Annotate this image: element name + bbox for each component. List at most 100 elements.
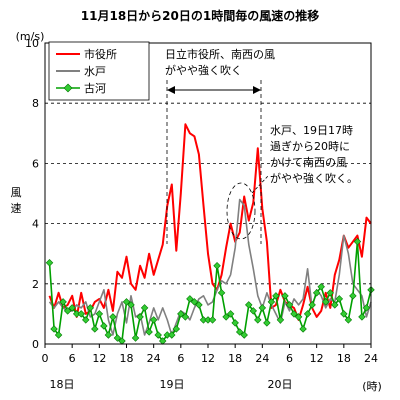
legend-marker-koga (63, 83, 73, 93)
series-2-point-61 (321, 298, 330, 306)
series-2-point-63 (331, 301, 339, 309)
series-2-point-11 (95, 310, 104, 318)
y-tick-label-0: 0 (32, 338, 39, 351)
series-2-point-43 (240, 331, 248, 339)
x-tick-label-54: 6 (286, 352, 293, 365)
series-2-point-21 (140, 304, 149, 312)
series-2-point-52 (281, 292, 289, 300)
series-2-point-69 (358, 313, 366, 321)
series-2-point-14 (109, 313, 117, 321)
series-2-point-2 (54, 331, 63, 339)
series-2-point-37 (213, 262, 221, 270)
legend: 市役所 水戸 古河 (48, 41, 150, 101)
series-2-point-22 (145, 328, 153, 336)
series-2-point-3 (59, 298, 67, 306)
callout-ellipse (226, 182, 256, 240)
callout-text-2: 過ぎから20時に (270, 139, 350, 153)
series-2-point-67 (349, 292, 357, 300)
series-2-point-36 (208, 316, 217, 324)
series-2-point-13 (104, 331, 113, 339)
series-2-point-23 (149, 316, 158, 324)
series-line-0 (48, 123, 372, 321)
y-tick-label-2: 2 (32, 278, 39, 291)
callout-text-1: 水戸、19日17時 (270, 124, 353, 137)
y-tick-label-8: 8 (32, 97, 39, 110)
legend-label-koga: 古河 (84, 82, 106, 95)
x-tick-label-72: 24 (364, 352, 378, 365)
arrow-head-right (253, 86, 261, 94)
legend-label-shiyakusho: 市役所 (84, 47, 117, 61)
series-2-point-54 (290, 310, 298, 318)
x-tick-label-18: 18 (120, 352, 134, 365)
series-2-point-55 (294, 313, 303, 321)
series-line-2 (48, 240, 372, 342)
series-layer (45, 123, 375, 345)
callout-text-3: かけて南西の風 (270, 156, 347, 169)
y-tick-label-10: 10 (25, 37, 39, 50)
day-label-19: 19日 (160, 378, 185, 391)
callout-leader (251, 175, 269, 194)
y-axis-label-2: 速 (11, 202, 22, 215)
series-2-point-70 (362, 304, 371, 312)
day-label-18: 18日 (50, 378, 75, 391)
series-2-point-53 (285, 301, 294, 309)
series-2-point-15 (113, 334, 122, 342)
y-unit-label: (m/s) (16, 30, 45, 43)
series-2-point-47 (258, 304, 267, 312)
series-2-point-38 (217, 289, 226, 297)
x-tick-label-48: 24 (255, 352, 269, 365)
series-2-point-48 (263, 319, 271, 327)
annotation-arrow-group: 日立市役所、南西の風 がやや強く吹く (165, 47, 275, 244)
series-2-point-46 (254, 316, 262, 324)
callout-text-4: がやや強く吹く。 (270, 171, 358, 185)
day-label-20: 20日 (268, 378, 293, 391)
legend-label-mito: 水戸 (84, 65, 106, 78)
series-2-point-57 (303, 310, 312, 318)
series-2-point-68 (353, 237, 362, 246)
x-tick-label-6: 6 (69, 352, 76, 365)
series-2-point-8 (82, 316, 90, 324)
series-2-point-66 (344, 316, 353, 324)
series-2-point-44 (245, 301, 253, 309)
series-2-point-1 (50, 325, 58, 333)
series-2-point-59 (312, 289, 321, 297)
x-tick-label-30: 6 (177, 352, 184, 365)
series-2-point-51 (276, 316, 285, 324)
series-2-point-33 (195, 301, 203, 309)
x-tick-label-36: 12 (201, 352, 215, 365)
series-2-point-42 (235, 328, 244, 336)
x-tick-label-0: 0 (42, 352, 49, 365)
series-2-point-18 (127, 301, 135, 309)
series-2-point-20 (136, 313, 144, 321)
series-2-point-45 (249, 307, 258, 315)
series-2-point-58 (308, 301, 316, 309)
series-2-point-30 (181, 313, 190, 321)
series-2-point-40 (226, 310, 235, 318)
series-2-point-7 (77, 310, 85, 318)
series-2-point-41 (231, 319, 239, 327)
x-tick-label-60: 12 (310, 352, 324, 365)
series-2-point-62 (326, 289, 334, 297)
series-2-point-50 (272, 292, 280, 300)
series-2-point-24 (154, 331, 162, 339)
annotation-arrow-text-1: 日立市役所、南西の風 (165, 47, 275, 61)
y-axis-label-1: 風 (11, 186, 22, 199)
series-2-point-4 (63, 307, 72, 315)
series-2-point-31 (186, 295, 194, 303)
y-tick-label-6: 6 (32, 157, 39, 170)
arrow-head-left (167, 86, 175, 94)
series-2-point-60 (317, 283, 325, 291)
series-2-point-49 (267, 298, 276, 306)
series-2-point-12 (100, 322, 108, 330)
y-tick-label-4: 4 (32, 218, 39, 231)
series-2-point-9 (86, 304, 95, 312)
series-2-point-56 (299, 325, 307, 333)
series-2-point-65 (340, 310, 348, 318)
series-2-point-39 (222, 313, 230, 321)
series-2-point-5 (68, 304, 76, 312)
x-tick-label-12: 12 (92, 352, 106, 365)
series-2-point-29 (177, 310, 185, 318)
series-2-point-10 (91, 325, 99, 333)
